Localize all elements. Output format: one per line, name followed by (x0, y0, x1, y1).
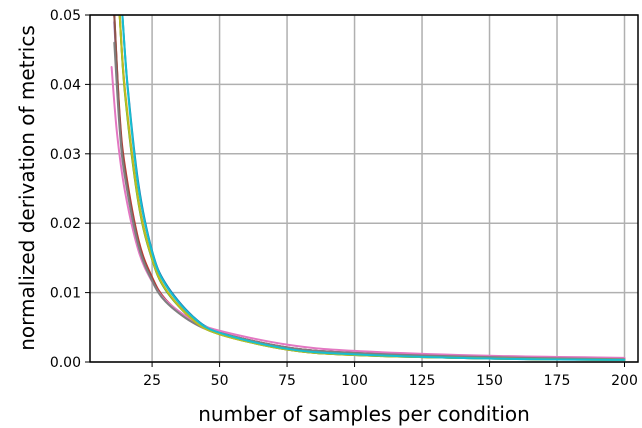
y-axis-label: normalized derivation of metrics (15, 25, 39, 351)
x-tick-label: 75 (278, 373, 296, 389)
y-tick-label: 0.03 (50, 147, 81, 163)
x-tick-label: 200 (611, 373, 638, 389)
plot-frame (89, 14, 639, 363)
y-tick-label: 0.00 (50, 355, 81, 371)
plot-background (90, 15, 638, 362)
series-group (110, 15, 626, 361)
y-tick-label: 0.05 (50, 8, 81, 24)
y-tick-label: 0.04 (50, 77, 81, 93)
x-tick-label: 125 (409, 373, 436, 389)
x-tick-label: 100 (341, 373, 368, 389)
y-tick-label: 0.02 (50, 216, 81, 232)
x-tick-label: 25 (143, 373, 161, 389)
x-tick-label: 150 (476, 373, 503, 389)
y-tick-label: 0.01 (50, 286, 81, 302)
x-tick-label: 175 (544, 373, 571, 389)
ticks: 25 50 75 100 125 150 175 200 0.00 0.01 0.02 0.03 0.0… (50, 8, 638, 389)
series-line-10 (121, 15, 626, 361)
x-tick-label: 50 (211, 373, 229, 389)
series-line-8 (113, 41, 626, 361)
x-axis-label: number of samples per condition (198, 402, 530, 426)
